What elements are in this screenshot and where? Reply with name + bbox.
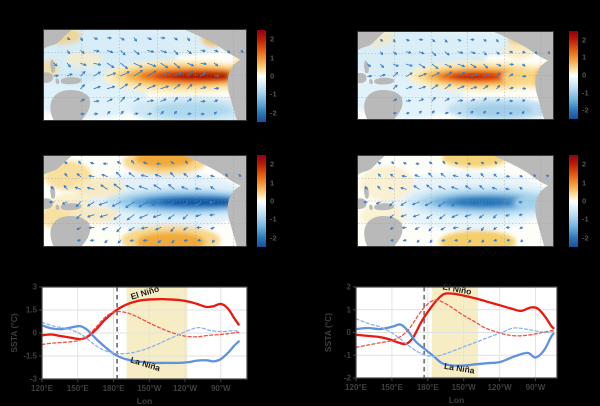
ssta-series-group: [356, 292, 555, 367]
colorbar-gradient: [569, 155, 578, 247]
map-la-nina-composite-left: [43, 155, 247, 247]
landmasses: [44, 156, 246, 246]
svg-text:120°W: 120°W: [173, 384, 198, 393]
svg-text:90°W: 90°W: [526, 383, 546, 392]
map-gridlines: [358, 32, 553, 119]
colorbar-tick-label: 1: [270, 52, 275, 62]
chart-ssta-vs-lon-left: El Niño La Niña 120°E 150°E 180°E 150°W 120°W 9…: [6, 279, 268, 406]
svg-text:90°W: 90°W: [211, 384, 231, 393]
colorbar-tick-label: 1: [582, 52, 587, 62]
chart-ssta-vs-lon-right: El Niño La Niña 120°E 150°E 180°E 150°W 120°W 9…: [320, 279, 582, 406]
svg-text:-2: -2: [344, 374, 352, 383]
landmasses: [44, 30, 246, 120]
series-la-nina-solid: [42, 324, 240, 365]
map-el-nino-composite-right: [357, 31, 554, 120]
map-gridlines: [358, 156, 553, 246]
wind-vector-field: [49, 160, 242, 244]
colorbar-tick-label: 1: [270, 177, 275, 187]
series-el-nino-dashed: [356, 299, 555, 348]
svg-text:180°E: 180°E: [417, 383, 440, 392]
colorbar-la-nina-right: 2 1 0 -1 -2: [569, 155, 599, 247]
colorbar-tick-label: 0: [582, 196, 587, 206]
svg-text:120°W: 120°W: [488, 383, 513, 392]
colorbar-el-nino-left: 2 1 0 -1 -2: [257, 30, 287, 122]
series-la-nina-solid: [356, 323, 555, 367]
colorbar-tick-label: 0: [270, 196, 275, 206]
y-axis-label: SSTA (°C): [9, 313, 19, 352]
axis-ticks-and-labels: 120°E 150°E 180°E 150°W 120°W 90°W 3 1.5 0 -1.5 -3: [23, 283, 231, 394]
colorbar-tick-label: 0: [582, 70, 587, 80]
svg-text:-3: -3: [30, 375, 38, 384]
x-axis-label: Lon: [137, 396, 153, 406]
colorbar-tick-label: -2: [582, 233, 589, 243]
colorbar-tick-label: -2: [270, 233, 277, 243]
annotation-la-niña: La Niña: [443, 361, 475, 376]
map-la-nina-composite-right: [357, 155, 554, 247]
svg-text:180°E: 180°E: [103, 384, 126, 393]
wind-vector-field: [367, 38, 551, 115]
colorbar-tick-label: 2: [582, 35, 587, 45]
series-el-nino-solid: [42, 298, 240, 341]
svg-text:150°E: 150°E: [67, 384, 90, 393]
map-gridlines: [44, 156, 246, 246]
wind-vector-field: [53, 36, 244, 116]
colorbar-el-nino-right: 2 1 0 -1 -2: [569, 31, 599, 119]
ssta-anomaly-field: [358, 32, 553, 119]
colorbar-tick-label: 1: [582, 177, 587, 187]
colorbar-gradient: [569, 31, 578, 119]
svg-text:120°E: 120°E: [345, 383, 368, 392]
colorbar-tick-label: -1: [270, 214, 277, 224]
colorbar-tick-label: -1: [582, 214, 589, 224]
colorbar-tick-label: 2: [270, 34, 275, 44]
svg-text:120°E: 120°E: [31, 384, 54, 393]
landmasses: [358, 32, 553, 119]
colorbar-tick-label: -1: [270, 89, 277, 99]
ssta-wind-map: [358, 32, 553, 119]
ssta-wind-map: [44, 30, 246, 120]
axis-ticks-and-labels: 120°E 150°E 180°E 150°W 120°W 90°W 2 1 0 -1 -2: [344, 283, 546, 393]
colorbar-gradient: [257, 155, 266, 247]
series-la-nina-dashed: [42, 321, 240, 355]
colorbar-tick-label: -1: [582, 87, 589, 97]
map-gridlines: [44, 30, 246, 120]
y-axis-label: SSTA (°C): [323, 313, 333, 352]
svg-text:0: 0: [33, 329, 38, 338]
svg-text:-1.5: -1.5: [23, 352, 37, 361]
svg-text:150°W: 150°W: [452, 383, 477, 392]
svg-text:150°E: 150°E: [381, 383, 404, 392]
svg-text:1.5: 1.5: [26, 306, 38, 315]
colorbar-tick-label: 2: [270, 159, 275, 169]
wind-vector-field: [363, 160, 550, 243]
svg-text:-1: -1: [344, 351, 352, 360]
colorbar-tick-label: 2: [582, 159, 587, 169]
svg-text:0: 0: [347, 328, 352, 337]
series-la-nina-dashed: [356, 318, 555, 358]
landmasses: [358, 156, 553, 246]
colorbar-tick-label: -2: [582, 105, 589, 115]
colorbar-tick-label: -2: [270, 108, 277, 118]
ssta-series-group: [42, 298, 240, 365]
ssta-wind-map: [44, 156, 246, 246]
svg-text:1: 1: [347, 305, 352, 314]
x-axis-label: Lon: [449, 395, 465, 405]
series-el-nino-dashed: [42, 310, 240, 346]
colorbar-la-nina-left: 2 1 0 -1 -2: [257, 155, 287, 247]
map-el-nino-composite-left: [43, 29, 247, 121]
svg-text:2: 2: [347, 283, 352, 292]
colorbar-tick-label: 0: [270, 71, 275, 81]
ssta-wind-map: [358, 156, 553, 246]
series-el-nino-solid: [356, 292, 555, 346]
svg-text:150°W: 150°W: [137, 384, 162, 393]
svg-text:3: 3: [33, 283, 38, 292]
colorbar-gradient: [257, 30, 266, 122]
